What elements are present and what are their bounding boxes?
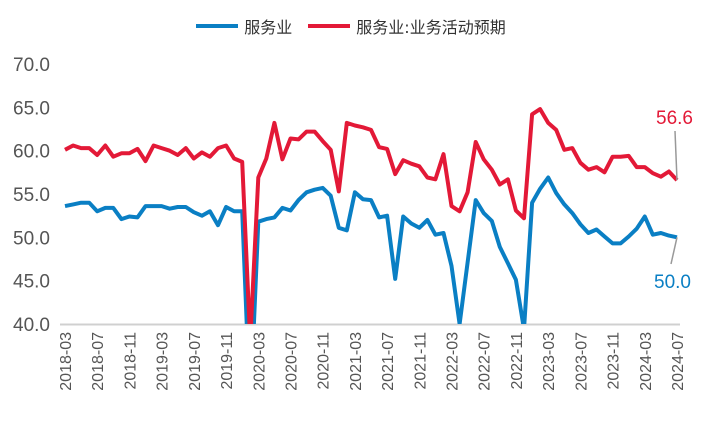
series-line-services	[64, 175, 678, 324]
leader-line-expectation	[674, 130, 678, 181]
y-tick-label: 70.0	[13, 55, 50, 76]
x-tick-label: 2019-11	[219, 332, 236, 390]
data-label-expectation: 56.6	[656, 108, 693, 129]
series-line-expectation	[64, 107, 679, 324]
legend: 服务业 服务业:业务活动预期	[0, 14, 702, 38]
x-tick-label: 2018-11	[122, 332, 139, 390]
x-tick-label: 2018-07	[90, 332, 107, 391]
legend-label-expectation: 服务业:业务活动预期	[356, 18, 506, 37]
x-tick-label: 2020-11	[316, 332, 333, 390]
x-tick-label: 2021-11	[412, 332, 429, 390]
x-tick-label: 2019-07	[187, 332, 204, 391]
x-tick-label: 2022-11	[509, 332, 526, 390]
x-tick-label: 2023-07	[573, 332, 590, 391]
legend-item-expectation: 服务业:业务活动预期	[308, 14, 506, 38]
legend-label-services: 服务业	[244, 18, 293, 37]
x-tick-label: 2019-03	[155, 332, 172, 391]
data-label-services: 50.0	[654, 272, 691, 293]
x-tick-label: 2020-07	[283, 332, 300, 391]
x-tick-label: 2022-03	[445, 332, 462, 391]
y-tick-label: 65.0	[13, 98, 50, 119]
y-tick-label: 60.0	[13, 142, 50, 163]
y-tick-label: 55.0	[13, 185, 50, 206]
x-tick-label: 2022-07	[477, 332, 494, 391]
x-tick-label: 2021-03	[348, 332, 365, 391]
x-tick-label: 2024-07	[670, 332, 687, 391]
y-tick-label: 45.0	[13, 272, 50, 293]
x-tick-label: 2020-03	[251, 332, 268, 391]
x-tick-label: 2018-03	[58, 332, 75, 391]
y-tick-label: 40.0	[13, 315, 50, 336]
legend-swatch-expectation	[308, 24, 351, 28]
x-tick-label: 2024-03	[638, 332, 655, 391]
x-tick-label: 2023-03	[541, 332, 558, 391]
y-tick-label: 50.0	[13, 228, 50, 249]
x-tick-label: 2021-07	[380, 332, 397, 391]
leader-line-services	[670, 237, 678, 265]
legend-swatch-services	[196, 24, 239, 28]
legend-item-services: 服务业	[196, 14, 292, 38]
x-tick-label: 2023-11	[606, 332, 623, 390]
